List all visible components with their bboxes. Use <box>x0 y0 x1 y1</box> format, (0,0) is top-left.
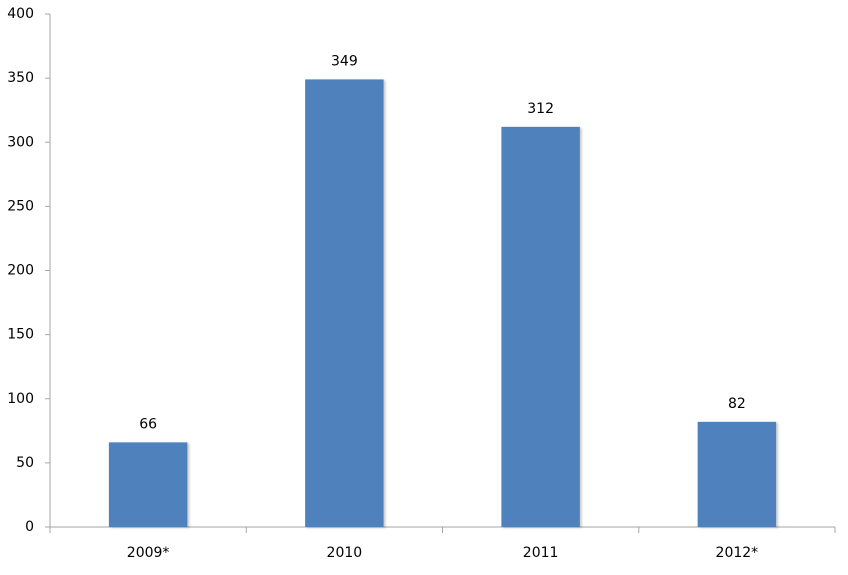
x-tick-label: 2012* <box>716 545 759 561</box>
bar <box>697 421 777 527</box>
data-label: 66 <box>139 416 157 432</box>
y-tick-label: 250 <box>7 198 34 214</box>
x-tick-label: 2011 <box>523 545 559 561</box>
bar <box>501 126 580 528</box>
bar <box>305 79 384 527</box>
y-tick-label: 300 <box>7 134 34 150</box>
y-tick-label: 0 <box>25 519 34 535</box>
data-label: 82 <box>728 396 746 412</box>
y-tick-label: 100 <box>7 391 34 407</box>
data-label: 312 <box>527 101 554 117</box>
x-tick-label: 2009* <box>127 545 170 561</box>
y-tick-label: 400 <box>7 6 34 22</box>
bar <box>108 442 188 527</box>
x-tick-label: 2010 <box>327 545 363 561</box>
y-tick-label: 50 <box>16 455 34 471</box>
y-tick-label: 350 <box>7 70 34 86</box>
y-tick-label: 150 <box>7 327 34 343</box>
y-tick-label: 200 <box>7 263 34 279</box>
data-label: 349 <box>331 53 358 69</box>
